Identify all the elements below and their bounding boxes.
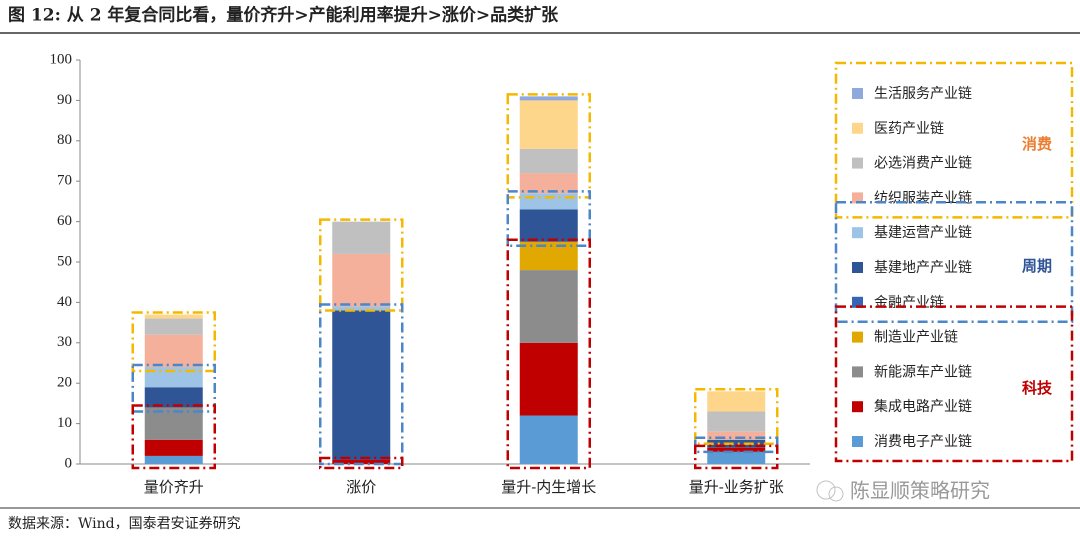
bar-segment: [144, 439, 203, 456]
bar-segment: [707, 439, 766, 448]
y-tick-label: 100: [50, 51, 73, 67]
legend-label: 基建运营产业链: [874, 224, 972, 241]
group-outline: [131, 363, 216, 413]
legend-label: 纺织服装产业链: [874, 190, 972, 206]
legend-group-box: [834, 61, 1074, 219]
group-outline: [131, 404, 216, 470]
group-outline: [506, 190, 591, 248]
y-tick-label: 80: [57, 132, 72, 148]
y-tick-label: 60: [57, 213, 72, 229]
legend-swatch: [852, 122, 863, 134]
legend-group-label: 科技: [1022, 379, 1053, 397]
bar-segment: [519, 173, 578, 194]
bar-segment: [144, 387, 203, 408]
legend-swatch: [852, 331, 863, 343]
bar-segment: [144, 334, 203, 368]
bar-segment: [519, 270, 578, 343]
chart-title: 图 12: 从 2 年复合同比看，量价齐升>产能利用率提升>涨价>品类扩张: [8, 5, 559, 26]
legend-label: 消费电子产业链: [874, 434, 972, 450]
y-tick-label: 40: [57, 294, 72, 310]
y-tick-label: 90: [57, 92, 72, 108]
group-outline: [319, 303, 404, 466]
bar-segment: [332, 310, 391, 460]
bar-segment: [332, 306, 391, 311]
legend-label: 医药产业链: [874, 121, 944, 137]
bar-segment: [519, 100, 578, 149]
bar-segment: [144, 314, 203, 319]
bar-segment: [144, 318, 203, 335]
group-outline: [131, 311, 216, 373]
bar-segment: [707, 431, 766, 440]
y-tick-label: 0: [65, 455, 73, 471]
y-tick-label: 20: [57, 375, 72, 391]
bar-segment: [519, 96, 578, 101]
legend-swatch: [852, 401, 863, 413]
legend-label: 集成电路产业链: [874, 398, 972, 415]
y-tick-label: 10: [57, 415, 72, 431]
bar-segment: [519, 415, 578, 464]
legend-swatch: [852, 88, 863, 99]
bar-segment: [332, 459, 391, 464]
bar-segment: [144, 455, 203, 464]
legend-label: 金融产业链: [874, 295, 944, 311]
bar-segment: [707, 391, 766, 412]
group-outline: [694, 444, 779, 470]
x-tick-label: 量升-内生增长: [501, 478, 596, 496]
legend-swatch: [852, 227, 863, 239]
legend-label: 新能源车产业链: [874, 363, 972, 380]
bar-segment: [707, 451, 766, 464]
bar-segment: [332, 253, 391, 307]
group-outline: [694, 388, 779, 446]
group-outline: [319, 218, 404, 312]
bar-segment: [707, 447, 766, 452]
y-tick-label: 70: [57, 173, 72, 189]
bar-segment: [519, 193, 578, 210]
bar-segment: [332, 221, 391, 254]
group-outline: [506, 238, 591, 470]
legend-group-label: 周期: [1022, 257, 1052, 275]
source: 数据来源：Wind，国泰君安证券研究: [8, 516, 241, 532]
legend-group-box: [834, 305, 1074, 463]
bar-segment: [519, 342, 578, 416]
legend-swatch: [852, 436, 863, 447]
bar-segment: [144, 407, 203, 440]
legend-group-label: 消费: [1022, 135, 1052, 153]
y-tick-label: 50: [57, 253, 72, 269]
legend-swatch: [852, 192, 863, 204]
bar-segment: [707, 411, 766, 432]
x-tick-label: 涨价: [346, 478, 376, 496]
legend-swatch: [852, 366, 863, 378]
legend-label: 制造业产业链: [874, 330, 958, 346]
watermark: 陈显顺策略研究: [850, 479, 990, 503]
group-outline: [319, 456, 404, 470]
watermark-icon: [816, 480, 844, 502]
legend-group-box: [834, 200, 1074, 324]
bar-segment: [519, 241, 578, 271]
x-tick-label: 量升-业务扩张: [689, 478, 784, 496]
y-tick-label: 30: [57, 334, 72, 350]
legend-label: 基建地产产业链: [874, 259, 972, 276]
group-outline: [506, 93, 591, 199]
bar-segment: [519, 148, 578, 174]
legend-swatch: [852, 157, 863, 169]
x-tick-label: 量价齐升: [144, 478, 204, 496]
legend-swatch: [852, 296, 863, 308]
bar-segment: [519, 209, 578, 242]
legend-label: 生活服务产业链: [874, 86, 972, 102]
legend-label: 必选消费产业链: [874, 156, 972, 172]
legend-swatch: [852, 262, 863, 273]
